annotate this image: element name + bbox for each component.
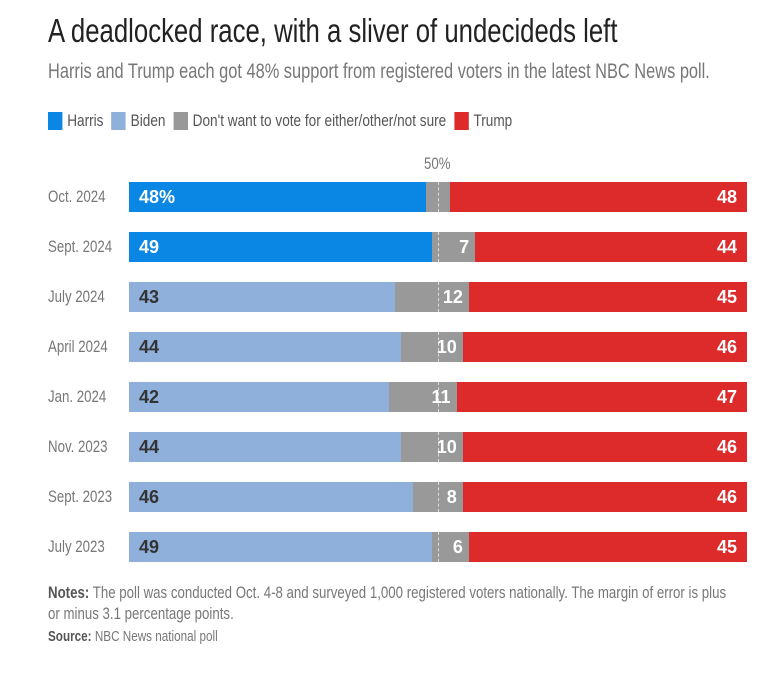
harris-bar — [129, 182, 426, 212]
row-label: Oct. 2024 — [48, 187, 106, 206]
row-label: July 2023 — [48, 537, 105, 556]
biden-bar — [129, 532, 432, 562]
trump-bar — [468, 532, 747, 562]
harris-bar — [129, 232, 432, 262]
title-text: A deadlocked race, with a sliver of unde… — [48, 12, 618, 49]
data-label: 6 — [452, 537, 463, 557]
reference-line — [438, 432, 439, 462]
biden-bar — [129, 482, 414, 512]
chart-title: A deadlocked race, with a sliver of unde… — [48, 12, 778, 50]
undecided-bar — [413, 482, 463, 512]
legend-item-undecided: Don't want to vote for either/other/not … — [173, 111, 446, 131]
data-label: 43 — [139, 287, 160, 307]
undecided-bar — [425, 182, 451, 212]
row-label: Sept. 2024 — [48, 237, 113, 256]
data-label: 46 — [139, 487, 160, 507]
biden-bar — [129, 382, 389, 412]
data-label: 7 — [459, 237, 470, 257]
trump-bar — [450, 182, 747, 212]
reference-line — [438, 482, 439, 512]
legend-item-biden: Biden — [111, 111, 165, 131]
undecided-bar — [400, 432, 463, 462]
biden-bar — [129, 332, 401, 362]
legend-swatch — [111, 112, 126, 130]
reference-line — [438, 232, 439, 262]
data-label: 46 — [716, 487, 737, 507]
reference-label: 50% — [424, 154, 458, 174]
data-label: 10 — [436, 437, 457, 457]
source: Source: NBC News national poll — [48, 628, 266, 645]
data-label: 45 — [716, 287, 737, 307]
source-text: NBC News national poll — [94, 628, 218, 645]
notes: Notes: The poll was conducted Oct. 4-8 a… — [48, 582, 734, 624]
source-label: Source: — [48, 628, 92, 645]
legend-label: Don't want to vote for either/other/not … — [192, 111, 447, 130]
data-label: 44 — [139, 337, 160, 357]
data-label: 48 — [716, 187, 737, 207]
data-label: 47 — [716, 387, 737, 407]
data-label: 12 — [442, 287, 463, 307]
undecided-bar — [394, 282, 469, 312]
legend: Harris Biden Don't want to vote for eith… — [48, 111, 512, 131]
legend-swatch — [454, 112, 469, 130]
trump-bar — [475, 232, 747, 262]
data-label: 46 — [716, 437, 737, 457]
trump-bar — [462, 482, 747, 512]
subtitle-text: Harris and Trump each got 48% support fr… — [48, 60, 710, 83]
reference-line — [438, 382, 439, 412]
data-label: 44 — [139, 437, 160, 457]
notes-label: Notes: — [48, 583, 90, 602]
data-label: 11 — [431, 387, 451, 407]
reference-label-text: 50% — [424, 154, 451, 173]
reference-line — [438, 532, 439, 562]
reference-line — [438, 282, 439, 312]
row-label: July 2024 — [48, 287, 105, 306]
legend-item-harris: Harris — [48, 111, 103, 131]
data-label: 45 — [716, 537, 737, 557]
data-label: 44 — [716, 237, 737, 257]
row-label: Sept. 2023 — [48, 487, 113, 506]
trump-bar — [456, 382, 747, 412]
chart-subtitle: Harris and Trump each got 48% support fr… — [48, 60, 780, 84]
data-label: 10 — [436, 337, 457, 357]
notes-text: The poll was conducted Oct. 4-8 and surv… — [48, 583, 727, 623]
undecided-bar — [431, 532, 469, 562]
legend-label: Harris — [67, 111, 104, 130]
row-label: Jan. 2024 — [48, 387, 107, 406]
undecided-bar — [431, 232, 476, 262]
reference-line — [438, 332, 439, 362]
legend-item-trump: Trump — [454, 111, 512, 131]
trump-bar — [468, 282, 747, 312]
legend-label: Trump — [473, 111, 513, 130]
trump-bar — [462, 432, 747, 462]
legend-swatch — [173, 112, 188, 130]
undecided-bar — [388, 382, 457, 412]
legend-label: Biden — [130, 111, 166, 130]
data-label: 42 — [139, 387, 160, 407]
undecided-bar — [400, 332, 463, 362]
data-label: 49 — [139, 237, 160, 257]
data-label: 49 — [139, 537, 160, 557]
row-label: Nov. 2023 — [48, 437, 108, 456]
legend-swatch — [48, 112, 63, 130]
biden-bar — [129, 432, 401, 462]
data-label: 48% — [139, 187, 176, 207]
biden-bar — [129, 282, 395, 312]
data-label: 8 — [446, 487, 457, 507]
data-label: 46 — [716, 337, 737, 357]
reference-line — [438, 182, 439, 212]
row-label: April 2024 — [48, 337, 108, 356]
trump-bar — [462, 332, 747, 362]
